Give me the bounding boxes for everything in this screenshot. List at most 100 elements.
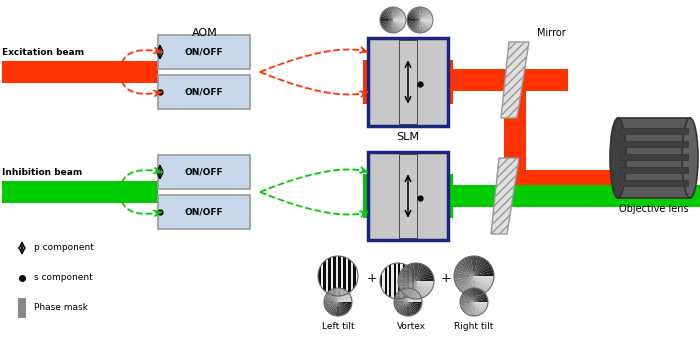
Wedge shape (394, 300, 408, 302)
Wedge shape (338, 302, 345, 315)
Wedge shape (407, 281, 416, 298)
Wedge shape (474, 257, 484, 276)
Wedge shape (474, 290, 483, 302)
Wedge shape (338, 300, 352, 302)
Wedge shape (408, 302, 413, 316)
Wedge shape (420, 7, 424, 20)
Bar (391, 263, 394, 299)
Bar (620, 154, 688, 160)
Wedge shape (420, 20, 424, 33)
Wedge shape (393, 20, 405, 28)
Wedge shape (383, 11, 393, 20)
Wedge shape (325, 302, 338, 309)
Wedge shape (393, 20, 405, 26)
Bar (2, 61, 82, 83)
Wedge shape (460, 297, 474, 302)
Bar (321, 256, 323, 296)
Wedge shape (393, 20, 396, 33)
Wedge shape (393, 20, 403, 29)
Bar (620, 141, 688, 147)
Wedge shape (460, 302, 474, 307)
Wedge shape (398, 281, 416, 284)
Wedge shape (398, 278, 416, 281)
Wedge shape (405, 288, 408, 302)
Text: Vortex: Vortex (396, 322, 426, 331)
Text: AOM: AOM (192, 28, 218, 38)
Wedge shape (399, 290, 408, 302)
Wedge shape (474, 302, 486, 311)
Wedge shape (338, 302, 349, 313)
Wedge shape (338, 302, 340, 316)
Wedge shape (474, 302, 488, 307)
Wedge shape (393, 7, 396, 20)
Wedge shape (338, 302, 352, 307)
Wedge shape (474, 302, 487, 309)
Wedge shape (465, 302, 474, 314)
Wedge shape (420, 18, 433, 20)
Wedge shape (416, 275, 434, 281)
Wedge shape (381, 14, 393, 20)
Wedge shape (393, 20, 398, 32)
Wedge shape (329, 302, 338, 314)
Wedge shape (474, 263, 491, 276)
Wedge shape (405, 281, 416, 297)
Wedge shape (407, 264, 416, 281)
Wedge shape (408, 302, 420, 311)
Wedge shape (470, 256, 474, 276)
Bar (328, 256, 331, 296)
Wedge shape (398, 275, 416, 281)
Bar (620, 180, 688, 186)
Wedge shape (394, 302, 408, 304)
Wedge shape (338, 289, 345, 302)
Text: ON/OFF: ON/OFF (185, 208, 223, 216)
Wedge shape (420, 20, 433, 22)
Bar (335, 256, 339, 296)
Wedge shape (416, 263, 419, 281)
Bar (398, 263, 400, 299)
Bar (356, 256, 358, 296)
Wedge shape (384, 9, 393, 20)
Wedge shape (338, 291, 349, 302)
Wedge shape (408, 293, 420, 302)
Wedge shape (456, 276, 474, 289)
Wedge shape (380, 18, 393, 20)
Bar (333, 256, 336, 296)
Wedge shape (393, 20, 406, 24)
Wedge shape (407, 20, 420, 24)
Wedge shape (474, 259, 487, 276)
Wedge shape (401, 302, 408, 315)
Wedge shape (474, 269, 494, 276)
Wedge shape (324, 302, 338, 304)
Wedge shape (408, 302, 419, 313)
Bar (386, 263, 389, 299)
Wedge shape (474, 297, 488, 302)
Wedge shape (463, 291, 474, 302)
Text: Right tilt: Right tilt (454, 322, 494, 331)
Bar (158, 203, 250, 220)
Wedge shape (331, 289, 338, 302)
Bar (340, 256, 344, 296)
Wedge shape (420, 9, 429, 20)
Text: p component: p component (34, 244, 94, 252)
Wedge shape (454, 276, 474, 283)
Wedge shape (380, 20, 393, 24)
Bar (620, 167, 688, 173)
Wedge shape (329, 290, 338, 302)
Wedge shape (420, 20, 429, 31)
Wedge shape (470, 276, 474, 296)
Wedge shape (393, 12, 405, 20)
Wedge shape (416, 281, 419, 299)
Wedge shape (413, 8, 420, 20)
Bar (82, 181, 158, 203)
Bar (448, 185, 578, 207)
Wedge shape (407, 20, 420, 22)
Bar (346, 256, 349, 296)
Wedge shape (393, 20, 402, 31)
Bar (402, 263, 405, 299)
Wedge shape (394, 302, 408, 307)
Text: ON/OFF: ON/OFF (185, 48, 223, 56)
Wedge shape (462, 293, 474, 302)
Wedge shape (416, 263, 422, 281)
Wedge shape (380, 20, 393, 22)
Wedge shape (460, 300, 474, 302)
